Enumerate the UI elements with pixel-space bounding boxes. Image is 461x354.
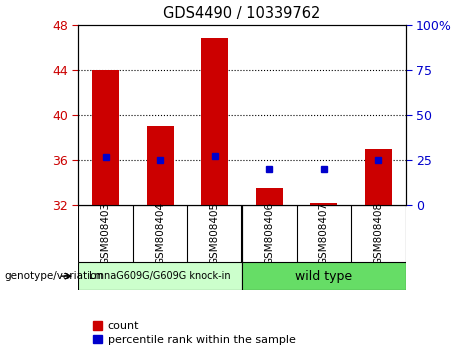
Bar — [256, 188, 283, 205]
Text: GSM808407: GSM808407 — [319, 202, 329, 265]
Title: GDS4490 / 10339762: GDS4490 / 10339762 — [163, 6, 321, 21]
Text: LmnaG609G/G609G knock-in: LmnaG609G/G609G knock-in — [89, 271, 231, 281]
Bar — [310, 203, 337, 205]
Bar — [92, 70, 119, 205]
Bar — [365, 149, 392, 205]
Bar — [242, 262, 406, 290]
Text: GSM808403: GSM808403 — [100, 202, 111, 265]
Bar — [201, 38, 228, 205]
Text: GSM808405: GSM808405 — [210, 202, 220, 265]
Text: wild type: wild type — [296, 270, 352, 282]
Text: GSM808406: GSM808406 — [264, 202, 274, 265]
Text: genotype/variation: genotype/variation — [5, 271, 104, 281]
Bar — [78, 262, 242, 290]
Text: GSM808408: GSM808408 — [373, 202, 384, 265]
Legend: count, percentile rank within the sample: count, percentile rank within the sample — [93, 321, 296, 345]
Text: GSM808404: GSM808404 — [155, 202, 165, 265]
Bar — [147, 126, 174, 205]
